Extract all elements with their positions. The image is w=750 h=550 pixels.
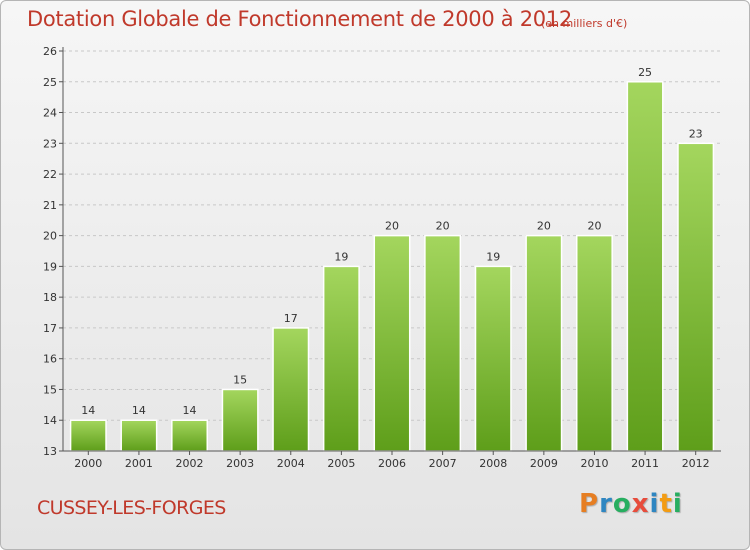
bar-value-label: 25 xyxy=(638,66,652,79)
bar-2006 xyxy=(373,234,411,452)
y-tick-label: 16 xyxy=(43,353,57,366)
x-tick-label: 2000 xyxy=(74,457,102,470)
bar-2008 xyxy=(474,265,512,452)
x-tick-label: 2005 xyxy=(327,457,355,470)
bar-2004 xyxy=(272,327,310,452)
bar-value-label: 20 xyxy=(385,220,399,233)
x-tick-label: 2012 xyxy=(682,457,710,470)
chart-title: Dotation Globale de Fonctionnement de 20… xyxy=(27,7,572,31)
bar-value-label: 20 xyxy=(537,220,551,233)
bar-value-label: 19 xyxy=(334,250,348,263)
bar-value-label: 23 xyxy=(689,127,703,140)
y-tick-label: 14 xyxy=(43,414,57,427)
bar-2011 xyxy=(626,81,664,452)
bar-2009 xyxy=(525,234,563,452)
y-tick-label: 24 xyxy=(43,107,57,120)
y-tick-label: 25 xyxy=(43,76,57,89)
axes: 13 14 15 16 17 18 19 20 21 22 23 24 25 26 2000 2001 2002… xyxy=(43,45,721,470)
x-tick-label: 2008 xyxy=(479,457,507,470)
bar-value-label: 17 xyxy=(284,312,298,325)
logo-letter: P xyxy=(579,489,600,519)
logo-letter: i xyxy=(672,489,683,519)
x-tick-label: 2006 xyxy=(378,457,406,470)
proxiti-logo: Proxiti xyxy=(579,489,683,519)
x-tick-label: 2002 xyxy=(176,457,204,470)
commune-name: CUSSEY-LES-FORGES xyxy=(37,497,226,519)
logo-letter: i xyxy=(649,489,660,519)
x-tick-label: 2001 xyxy=(125,457,153,470)
y-tick-label: 19 xyxy=(43,260,57,273)
x-tick-label: 2010 xyxy=(580,457,608,470)
logo-letter: o xyxy=(612,489,632,519)
bar-value-label: 14 xyxy=(81,404,95,417)
bar-2001 xyxy=(120,419,158,452)
x-tick-label: 2009 xyxy=(530,457,558,470)
y-tick-label: 18 xyxy=(43,291,57,304)
x-tick-label: 2003 xyxy=(226,457,254,470)
bar-2005 xyxy=(322,265,360,452)
y-tick-label: 13 xyxy=(43,445,57,458)
logo-letter: r xyxy=(599,489,613,519)
bar-value-label: 14 xyxy=(183,404,197,417)
bar-2007 xyxy=(424,234,462,452)
x-tick-label: 2004 xyxy=(277,457,305,470)
bar-2012 xyxy=(677,142,715,452)
logo-letter: t xyxy=(659,489,673,519)
x-tick-label: 2007 xyxy=(429,457,457,470)
y-tick-label: 20 xyxy=(43,230,57,243)
bar-value-label: 15 xyxy=(233,373,247,386)
bar-2002 xyxy=(171,419,209,452)
bar-2000 xyxy=(69,419,107,452)
chart-unit: (en milliers d'€) xyxy=(541,17,628,30)
bars: 14 14 14 15 17 19 20 20 19 20 20 25 23 xyxy=(69,66,715,452)
y-tick-label: 15 xyxy=(43,383,57,396)
bar-value-label: 20 xyxy=(587,220,601,233)
bar-2010 xyxy=(575,234,613,452)
y-tick-label: 23 xyxy=(43,137,57,150)
bar-2003 xyxy=(221,388,259,452)
y-tick-label: 22 xyxy=(43,168,57,181)
y-tick-label: 17 xyxy=(43,322,57,335)
y-tick-label: 26 xyxy=(43,45,57,58)
bar-value-label: 20 xyxy=(436,220,450,233)
y-tick-label: 21 xyxy=(43,199,57,212)
bar-value-label: 19 xyxy=(486,250,500,263)
logo-letter: x xyxy=(631,489,650,519)
x-tick-label: 2011 xyxy=(631,457,659,470)
bar-value-label: 14 xyxy=(132,404,146,417)
